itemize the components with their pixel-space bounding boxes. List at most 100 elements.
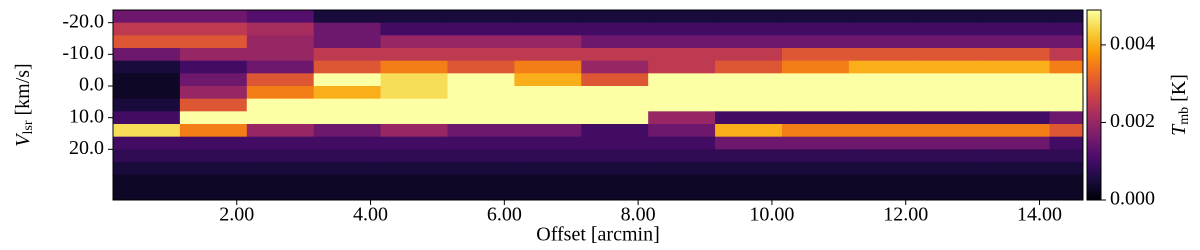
heatmap-cell: [982, 98, 1051, 112]
colorbar: [1086, 9, 1102, 201]
heatmap-cell: [113, 86, 181, 100]
heatmap-cell: [648, 174, 716, 188]
heatmap-cell: [781, 10, 850, 24]
heatmap-cell: [581, 73, 649, 87]
x-tick-label: 4.00: [353, 204, 388, 226]
heatmap-cell: [514, 111, 582, 125]
heatmap-cell: [581, 22, 649, 36]
y-axis-label: Vlsr [km/s]: [12, 63, 37, 146]
heatmap-cell: [648, 136, 716, 150]
heatmap-cell: [715, 98, 783, 112]
heatmap-cell: [982, 48, 1051, 62]
heatmap-cell: [179, 136, 248, 150]
x-tick-label: 12.00: [883, 204, 928, 226]
heatmap-cell: [915, 10, 984, 24]
heatmap-cell: [113, 35, 181, 49]
heatmap-cell: [1049, 10, 1084, 24]
heatmap-cell: [514, 60, 582, 74]
heatmap-cell: [982, 60, 1051, 74]
heatmap-cell: [982, 73, 1051, 87]
heatmap-cell: [1049, 162, 1084, 176]
heatmap-cell: [648, 86, 716, 100]
heatmap-cell: [113, 149, 181, 163]
heatmap-cell: [781, 35, 850, 49]
heatmap-cell: [1049, 73, 1084, 87]
heatmap-cell: [715, 162, 783, 176]
heatmap-cell: [648, 60, 716, 74]
y-label-symbol: V: [12, 132, 34, 147]
heatmap-cell: [447, 149, 515, 163]
heatmap-cell: [848, 162, 917, 176]
heatmap-cell: [781, 73, 850, 87]
heatmap-cell: [715, 111, 783, 125]
heatmap-cell: [581, 162, 649, 176]
heatmap-cell: [313, 86, 382, 100]
heatmap-cell: [781, 22, 850, 36]
heatmap-cell: [581, 35, 649, 49]
heatmap-cell: [1049, 136, 1084, 150]
heatmap-cell: [648, 187, 716, 201]
x-tick-label: 10.00: [749, 204, 794, 226]
heatmap-cell: [113, 73, 181, 87]
heatmap-cell: [380, 124, 448, 138]
heatmap-cell: [715, 174, 783, 188]
x-tick-label: 6.00: [487, 204, 522, 226]
heatmap-cell: [380, 10, 448, 24]
heatmap-cell: [380, 86, 448, 100]
heatmap-cell: [179, 187, 248, 201]
heatmap-cell: [447, 111, 515, 125]
heatmap-cell: [246, 162, 315, 176]
heatmap-cell: [581, 149, 649, 163]
heatmap-cell: [447, 136, 515, 150]
heatmap-cell: [514, 35, 582, 49]
y-tick-label: 20.0: [69, 137, 104, 159]
heatmap-cell: [648, 10, 716, 24]
heatmap-cell: [514, 174, 582, 188]
heatmap-cell: [648, 73, 716, 87]
heatmap-cell: [380, 174, 448, 188]
heatmap-cell: [113, 124, 181, 138]
heatmap-cell: [246, 35, 315, 49]
heatmap-cell: [648, 48, 716, 62]
heatmap-cell: [648, 111, 716, 125]
heatmap-cell: [447, 187, 515, 201]
heatmap-cell: [715, 124, 783, 138]
heatmap-cell: [848, 22, 917, 36]
y-label-subscript: lsr: [21, 120, 36, 134]
heatmap-cell: [447, 98, 515, 112]
heatmap-cell: [246, 124, 315, 138]
heatmap-cell: [781, 98, 850, 112]
heatmap-cell: [581, 187, 649, 201]
heatmap-cell: [447, 73, 515, 87]
heatmap-cell: [514, 136, 582, 150]
heatmap-cell: [648, 22, 716, 36]
heatmap-cell: [715, 10, 783, 24]
heatmap-cell: [915, 124, 984, 138]
heatmap-cell: [514, 22, 582, 36]
colorbar-label-unit: [K]: [1168, 74, 1190, 102]
heatmap-cell: [447, 174, 515, 188]
heatmap-cell: [380, 48, 448, 62]
heatmap-cell: [581, 98, 649, 112]
heatmap-cell: [781, 60, 850, 74]
heatmap-cell: [380, 162, 448, 176]
x-tick-label: 14.00: [1017, 204, 1062, 226]
heatmap-cell: [848, 73, 917, 87]
heatmap-cell: [648, 149, 716, 163]
heatmap-cell: [514, 149, 582, 163]
heatmap-cell: [246, 10, 315, 24]
heatmap-cell: [246, 149, 315, 163]
heatmap-cell: [915, 187, 984, 201]
heatmap-cell: [648, 162, 716, 176]
heatmap-cell: [179, 162, 248, 176]
heatmap-cell: [380, 73, 448, 87]
heatmap-cell: [848, 149, 917, 163]
heatmap-cell: [982, 136, 1051, 150]
heatmap-cell: [715, 73, 783, 87]
plot-frame: [112, 9, 1084, 201]
heatmap-cell: [514, 162, 582, 176]
heatmap-cell: [1049, 22, 1084, 36]
heatmap-cell: [715, 136, 783, 150]
heatmap-cell: [113, 174, 181, 188]
heatmap-cell: [581, 10, 649, 24]
